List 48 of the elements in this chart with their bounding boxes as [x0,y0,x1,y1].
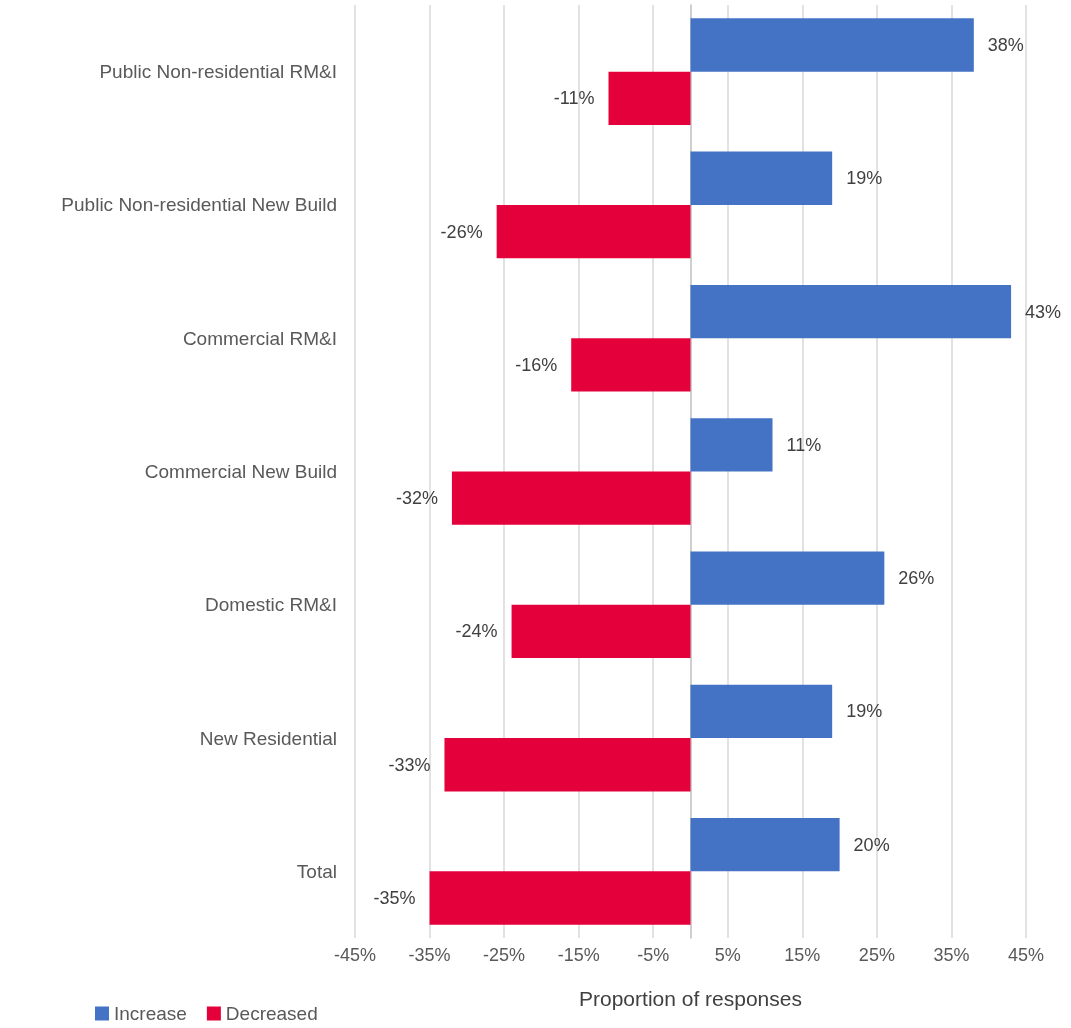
bar [690,551,885,605]
x-tick-label: -25% [483,945,526,965]
data-label: 26% [898,568,935,589]
data-label: -24% [455,621,498,642]
bar [444,738,691,792]
data-label: 38% [987,34,1024,55]
bar [451,471,691,525]
y-tick-label: Public Non-residential RM&I [99,61,337,83]
bar [511,604,691,659]
x-tick-label: -35% [408,945,451,965]
x-tick-label: 15% [784,945,821,965]
y-tick-label: New Residential [199,727,337,749]
bar [690,418,773,472]
data-label: -32% [395,488,438,509]
legend-label: Increase [114,1003,187,1024]
x-tick-label: 45% [1007,945,1045,965]
x-tick-label: 5% [714,945,741,965]
bar [571,338,691,392]
data-label: 19% [846,701,883,722]
bar [690,284,1012,339]
data-label: -35% [373,888,416,909]
data-label: -26% [440,221,483,242]
bar [690,684,833,739]
bar [690,18,974,72]
y-tick-label: Domestic RM&I [205,594,337,616]
y-tick-label: Public Non-residential New Build [61,194,337,216]
y-tick-label: Commercial RM&I [182,327,337,349]
y-tick-label: Commercial New Build [144,461,337,482]
data-label: 20% [853,834,890,855]
data-label: -11% [553,88,595,109]
x-tick-label: 35% [933,945,970,965]
data-label: 43% [1025,301,1062,322]
legend-label: Decreased [225,1003,318,1024]
x-tick-label: -15% [557,945,600,965]
bar [496,204,691,259]
data-label: -33% [388,754,431,775]
data-label: 19% [846,168,883,189]
x-axis-title: Proportion of responses [579,987,802,1010]
data-label: 11% [786,434,822,455]
y-tick-label: Total [296,860,337,882]
bar [608,71,691,125]
data-label: -16% [515,354,558,375]
x-tick-label: -5% [637,945,670,965]
bar [690,818,840,872]
x-tick-label: -45% [333,945,377,965]
bar [429,871,691,925]
x-tick-label: 25% [858,945,895,965]
bar [690,151,833,205]
